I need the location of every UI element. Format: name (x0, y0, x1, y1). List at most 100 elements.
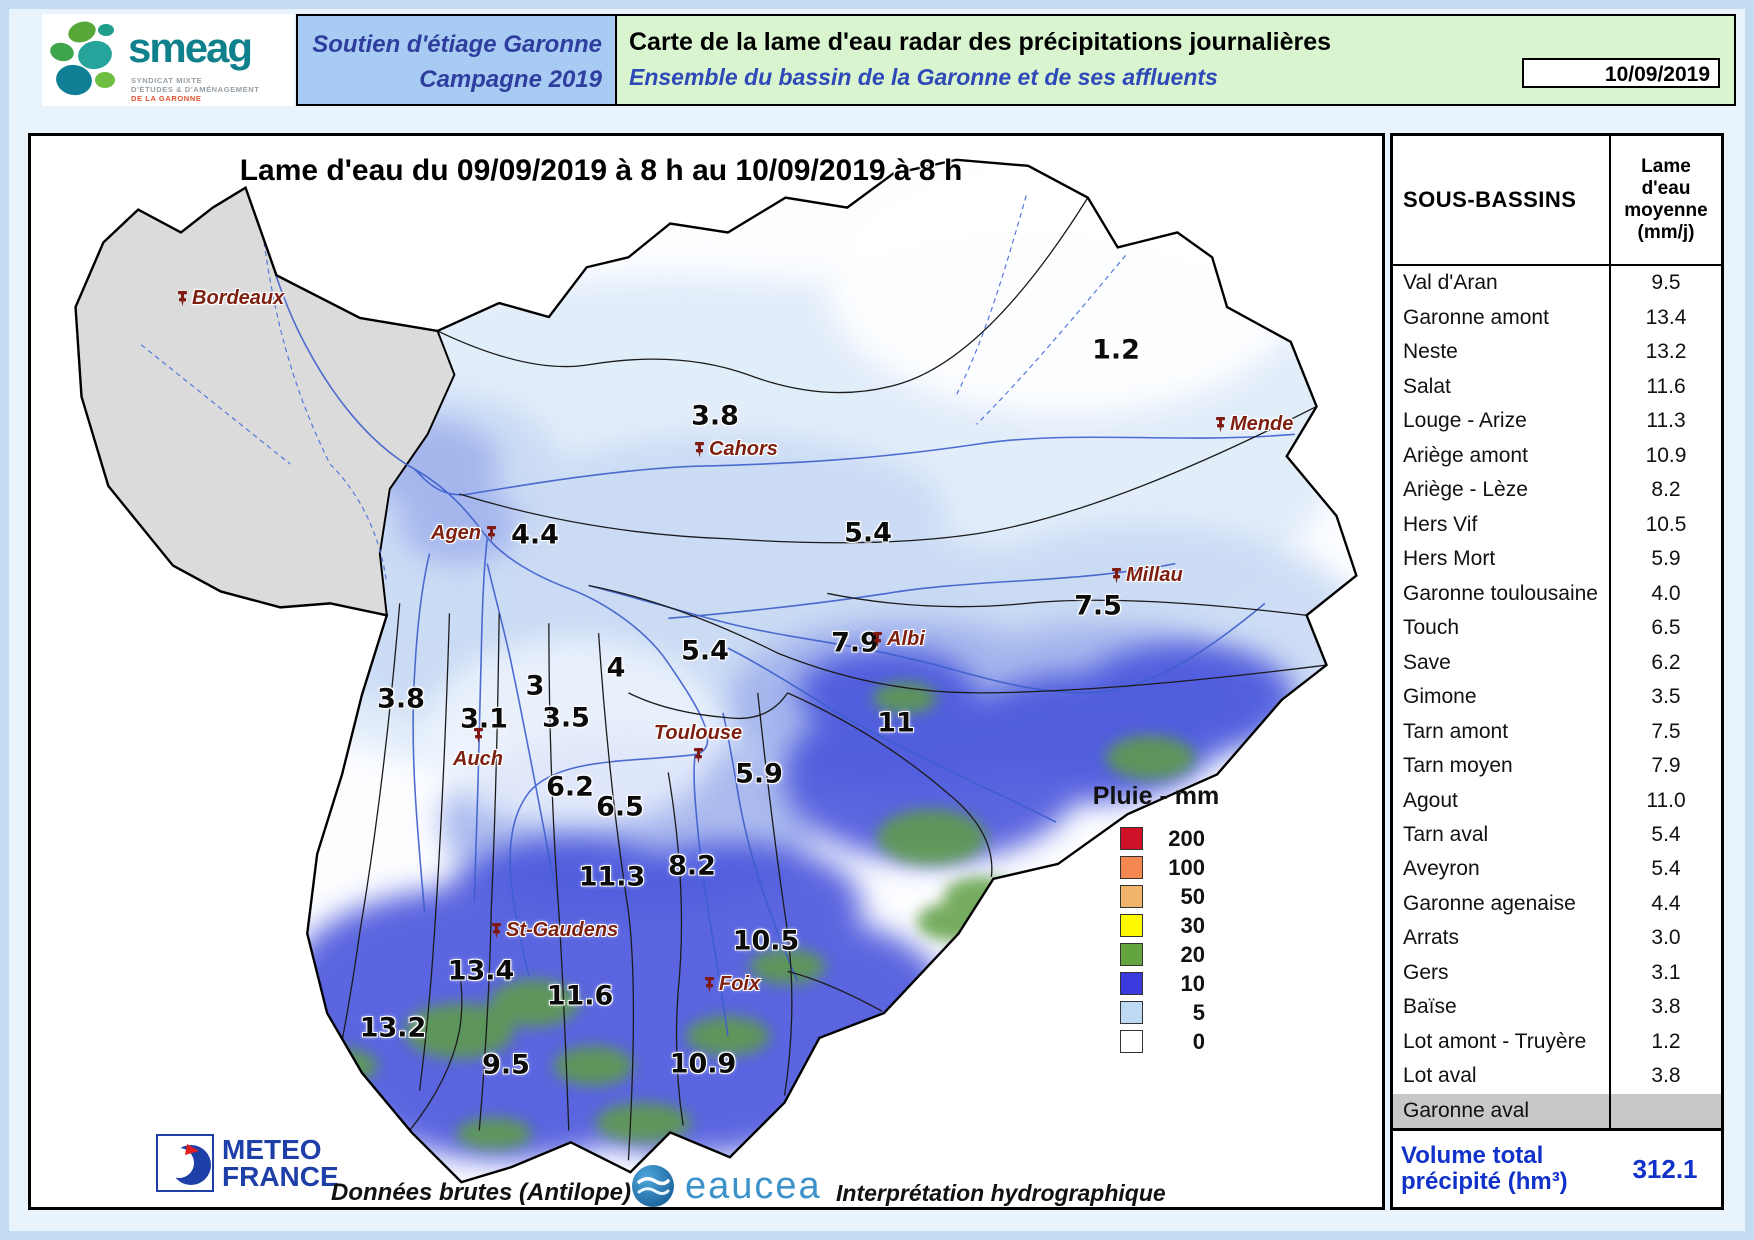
basin-value: 4.4 (1651, 891, 1681, 915)
basin-name: Garonne agenaise (1393, 886, 1611, 922)
basin-value: 9.5 (1651, 271, 1681, 295)
table-row: Hers Vif 10.5 (1393, 507, 1721, 542)
legend-title: Pluie - mm (1092, 782, 1220, 810)
header-banner: Soutien d'étiage Garonne Campagne 2019 C… (296, 14, 1736, 106)
table-row: Garonne agenaise 4.4 (1393, 886, 1721, 922)
basin-value: 13.4 (1645, 305, 1687, 329)
program-line2: Campagne 2019 (419, 66, 602, 93)
map-pin-icon (695, 442, 704, 458)
basin-value: 10.9 (1645, 443, 1687, 467)
table-row: Salat 11.6 (1393, 369, 1721, 404)
banner-program: Soutien d'étiage Garonne Campagne 2019 (298, 16, 617, 104)
city-label: Agen (431, 522, 481, 544)
city-label: Toulouse (653, 722, 743, 744)
smeag-pebbles-icon (50, 21, 115, 96)
smeag-logo: smeag SYNDICAT MIXTE D'ÉTUDES & D'AMÉNAG… (42, 14, 294, 106)
map-value-label: 4.4 (511, 519, 559, 551)
credit-data-source: Données brutes (Antilope) (331, 1179, 632, 1206)
basin-name: Hers Mort (1393, 541, 1611, 577)
legend-item: 30 (1120, 911, 1205, 940)
city-label: Foix (719, 973, 761, 995)
eaucea-logo: eaucea (631, 1164, 822, 1208)
table-row: Tarn moyen 7.9 (1393, 748, 1721, 784)
table-row: Gimone 3.5 (1393, 679, 1721, 715)
basin-value: 11.3 (1646, 409, 1686, 433)
map-pin-icon (1216, 417, 1225, 433)
legend-label: 0 (1192, 1028, 1205, 1054)
basin-name: Touch (1393, 610, 1611, 646)
basin-value (1611, 1094, 1721, 1128)
legend-swatch (1120, 1030, 1143, 1053)
legend-swatch (1120, 943, 1143, 966)
basin-map-art (74, 158, 1358, 1184)
table-row: Garonne toulousaine 4.0 (1393, 576, 1721, 611)
map-value-label: 5.9 (735, 758, 783, 790)
city-label: Millau (1126, 564, 1183, 586)
basin-value: 6.5 (1651, 616, 1681, 640)
meteo-france-icon (156, 1134, 214, 1192)
basin-value: 6.2 (1651, 650, 1681, 674)
basin-value: 11.6 (1646, 374, 1686, 398)
map-value-label: 6.5 (596, 791, 644, 823)
legend-item: 20 (1120, 940, 1205, 969)
basin-value: 5.4 (1651, 857, 1681, 881)
meteo-line1: METEO (222, 1134, 322, 1165)
basin-name: Agout (1393, 783, 1611, 818)
basin-name: Arrats (1393, 921, 1611, 956)
basin-value: 1.2 (1651, 1029, 1681, 1053)
map-pin-icon (474, 728, 483, 744)
table-footer: Volume total précipité (hm³) 312.1 (1393, 1128, 1721, 1207)
basin-value: 5.9 (1651, 547, 1681, 571)
map-value-label: 3.8 (377, 683, 425, 715)
basin-name: Salat (1393, 369, 1611, 404)
smeag-subtitle-line1: SYNDICAT MIXTE (131, 76, 203, 85)
map-value-label: 11.3 (578, 861, 646, 893)
basin-name: Ariège - Lèze (1393, 472, 1611, 508)
map-value-label: 3.5 (542, 702, 590, 734)
basin-name: Gimone (1393, 679, 1611, 715)
map-value-label: 13.2 (359, 1012, 427, 1044)
legend-item: 0 (1120, 1027, 1205, 1056)
basin-value: 3.8 (1651, 995, 1681, 1019)
map-value-label: 3.8 (691, 400, 739, 432)
legend-label: 30 (1180, 912, 1205, 938)
legend-swatch (1120, 1001, 1143, 1024)
legend-label: 10 (1180, 970, 1205, 996)
map-value-label: 7.5 (1074, 590, 1122, 622)
map-value-label: 3 (525, 670, 545, 702)
eaucea-icon (632, 1165, 674, 1207)
city-label: Bordeaux (192, 287, 285, 309)
legend-label: 20 (1180, 941, 1205, 967)
basin-value: 11.0 (1646, 788, 1686, 812)
city-label: St-Gaudens (506, 919, 619, 941)
basin-name: Garonne amont (1393, 300, 1611, 335)
legend-item: 100 (1120, 853, 1205, 882)
basin-name: Garonne aval (1393, 1093, 1611, 1129)
map-value-label: 4 (606, 652, 626, 684)
table-header-basins: SOUS-BASSINS (1393, 136, 1611, 264)
legend-label: 200 (1168, 825, 1205, 851)
table-row: Touch 6.5 (1393, 610, 1721, 646)
basin-value: 7.5 (1651, 719, 1681, 743)
program-line1: Soutien d'étiage Garonne (312, 31, 602, 58)
table-row: Val d'Aran 9.5 (1393, 266, 1721, 301)
table-row: Louge - Arize 11.3 (1393, 403, 1721, 439)
basin-name: Aveyron (1393, 852, 1611, 887)
table-row: Lot aval 3.8 (1393, 1059, 1721, 1094)
table-row: Gers 3.1 (1393, 955, 1721, 991)
map-pin-icon (873, 632, 882, 648)
legend-swatch (1120, 972, 1143, 995)
map-value-label: 11.6 (546, 980, 614, 1012)
city-label: Albi (887, 628, 925, 650)
basin-value: 3.0 (1651, 926, 1681, 950)
map-value-label: 3.1 (460, 703, 508, 735)
basin-name: Neste (1393, 334, 1611, 370)
basin-value: 8.2 (1651, 478, 1681, 502)
meteo-france-logo: METEO FRANCE (156, 1134, 339, 1192)
table-row: Ariège - Lèze 8.2 (1393, 472, 1721, 508)
table-row: Hers Mort 5.9 (1393, 541, 1721, 577)
legend-label: 100 (1168, 854, 1205, 880)
basin-value: 5.4 (1651, 822, 1681, 846)
meteo-france-text: METEO FRANCE (222, 1134, 339, 1191)
banner-titles: Carte de la lame d'eau radar des précipi… (617, 16, 1734, 104)
